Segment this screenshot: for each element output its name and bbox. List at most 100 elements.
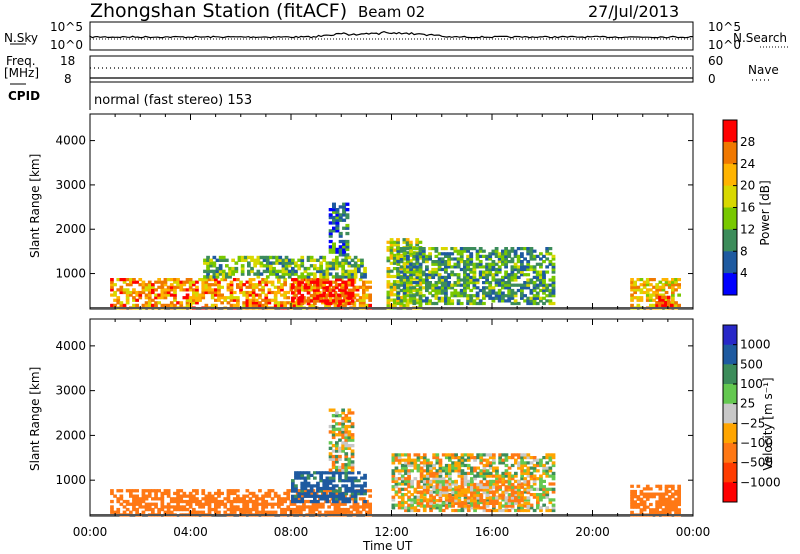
velocity-cell [338, 471, 342, 475]
power-cell [671, 278, 675, 282]
power-cell [501, 262, 505, 266]
velocity-cell [338, 414, 342, 418]
power-cell [434, 273, 439, 277]
power-cell [545, 249, 550, 253]
velocity-cell [132, 507, 136, 512]
velocity-cell [344, 452, 349, 456]
velocity-cell [501, 480, 506, 484]
velocity-cell [330, 502, 335, 506]
velocity-cell [514, 461, 518, 465]
power-cell [386, 282, 391, 286]
power-cell [262, 258, 267, 262]
velocity-cell [391, 469, 396, 473]
power-cell [341, 280, 345, 284]
velocity-cell [457, 458, 462, 462]
power-cell [368, 293, 372, 297]
power-cell [256, 261, 261, 265]
velocity-cell [410, 458, 414, 462]
power-cell [275, 272, 279, 276]
power-cell [472, 281, 477, 285]
velocity-cell [479, 485, 484, 489]
velocity-cell [344, 457, 349, 461]
velocity-cell [335, 454, 339, 459]
power-cell [667, 295, 671, 299]
power-cell [516, 301, 521, 306]
power-cell [444, 270, 448, 274]
velocity-cell [470, 480, 474, 484]
velocity-cell [507, 482, 512, 486]
power-cell [229, 298, 234, 302]
velocity-cell [313, 500, 317, 504]
power-cell [217, 296, 221, 300]
velocity-cell [501, 477, 506, 481]
power-cell [661, 283, 666, 287]
velocity-cell [429, 463, 433, 468]
power-cell [437, 281, 442, 285]
velocity-cell [504, 463, 509, 468]
power-cell [251, 298, 256, 302]
power-cell [396, 280, 400, 284]
velocity-cell [416, 490, 421, 495]
velocity-cell [292, 502, 297, 506]
power-cell [392, 259, 397, 263]
velocity-cell [261, 505, 265, 509]
power-cell [217, 293, 221, 297]
power-cell [116, 278, 121, 282]
power-cell [510, 249, 515, 253]
velocity-cell [510, 477, 515, 481]
power-cell [507, 275, 512, 279]
power-cell [328, 301, 333, 306]
velocity-cell [306, 476, 311, 480]
velocity-cell [514, 499, 518, 503]
power-cell [428, 286, 432, 290]
velocity-cell [476, 466, 480, 470]
velocity-cell [551, 477, 556, 481]
power-cell [182, 296, 187, 300]
velocity-cell [416, 508, 421, 513]
power-cell [321, 301, 325, 305]
velocity-cell [548, 458, 553, 462]
velocity-cell [135, 489, 139, 493]
velocity-cell [448, 463, 452, 468]
velocity-cell [419, 469, 424, 473]
velocity-cell [169, 499, 174, 504]
power-cell [529, 249, 534, 253]
velocity-cell [473, 458, 477, 462]
velocity-cell [242, 494, 246, 498]
velocity-cell [671, 500, 675, 504]
velocity-cell [448, 500, 452, 505]
velocity-cell [110, 491, 114, 496]
velocity-cell [313, 484, 317, 488]
power-cell [434, 260, 439, 264]
power-cell [475, 291, 480, 295]
power-cell [513, 249, 518, 253]
velocity-cell [498, 496, 502, 500]
power-cell [415, 265, 420, 269]
power-cell [485, 262, 489, 266]
power-cell [428, 281, 432, 285]
power-cell [309, 264, 314, 268]
velocity-cell [254, 499, 259, 504]
power-cell [406, 247, 410, 251]
power-cell [412, 267, 416, 271]
velocity-cbar-swatch [723, 423, 737, 444]
power-cell [110, 293, 114, 297]
power-cbar-tick-label: 8 [740, 244, 748, 258]
velocity-cell [526, 498, 531, 502]
power-cell [396, 291, 401, 295]
power-cell [265, 269, 270, 274]
power-cell [277, 288, 281, 292]
power-cell [360, 258, 364, 262]
power-cell [206, 258, 210, 262]
velocity-cell [470, 466, 474, 470]
velocity-cell [179, 494, 184, 498]
power-cell [440, 278, 445, 282]
velocity-cell [188, 491, 193, 496]
power-cell [412, 265, 417, 269]
velocity-cell [488, 501, 493, 505]
power-cell [176, 278, 180, 282]
power-cell [342, 218, 347, 222]
velocity-cell [532, 508, 537, 513]
power-cell [236, 303, 240, 307]
velocity-cell [308, 507, 313, 512]
